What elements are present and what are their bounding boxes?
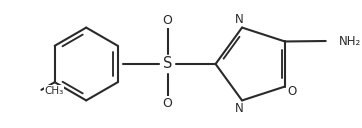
Text: CH₃: CH₃: [44, 86, 64, 96]
Text: N: N: [235, 102, 244, 115]
Text: O: O: [287, 85, 296, 98]
Text: O: O: [163, 97, 173, 110]
Text: O: O: [163, 14, 173, 27]
Text: NH₂: NH₂: [339, 35, 361, 47]
Text: N: N: [235, 13, 244, 26]
Text: S: S: [163, 56, 172, 72]
